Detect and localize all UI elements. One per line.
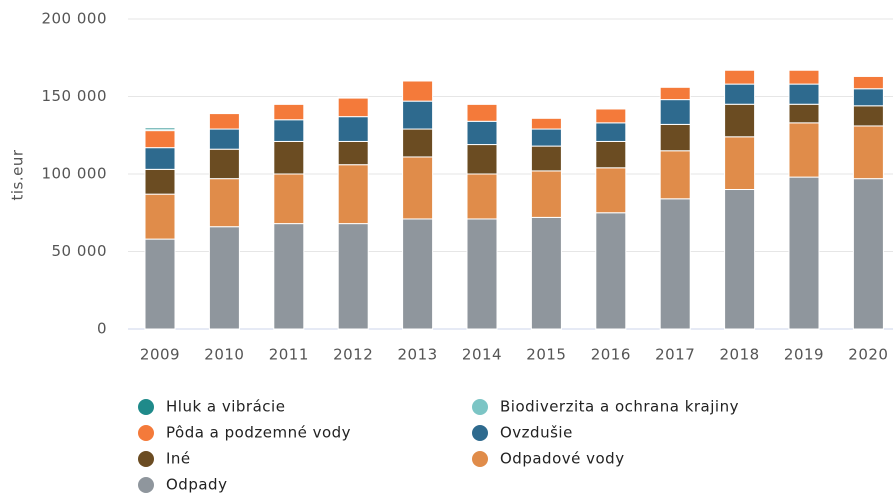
x-tick-label: 2017 bbox=[655, 346, 695, 364]
bar-segment bbox=[273, 119, 305, 142]
bar-segment bbox=[144, 193, 176, 240]
legend-label: Odpady bbox=[166, 476, 227, 494]
legend-marker bbox=[138, 425, 154, 441]
bar-segment bbox=[788, 69, 820, 85]
bar-segment bbox=[530, 117, 562, 130]
bar-segment bbox=[852, 88, 884, 107]
y-tick-label: 0 bbox=[97, 320, 107, 338]
bar-segment bbox=[788, 83, 820, 105]
bar-segment bbox=[337, 223, 369, 330]
bar-segment bbox=[659, 150, 691, 200]
bar-segment bbox=[466, 144, 498, 175]
bar-segment bbox=[595, 212, 627, 330]
bar-segment bbox=[852, 75, 884, 90]
y-tick-label: 100 000 bbox=[41, 165, 107, 183]
bar-segment bbox=[144, 147, 176, 170]
y-tick-label: 200 000 bbox=[41, 10, 107, 28]
bar-segment bbox=[273, 103, 305, 121]
bar-segment bbox=[595, 122, 627, 142]
x-tick-label: 2012 bbox=[333, 346, 373, 364]
bar-segment bbox=[466, 218, 498, 330]
bar-segment bbox=[530, 170, 562, 218]
bar-segment bbox=[595, 167, 627, 214]
bar-segment bbox=[659, 123, 691, 152]
legend-marker bbox=[138, 451, 154, 467]
bar-segment bbox=[595, 140, 627, 169]
x-tick-label: 2018 bbox=[720, 346, 760, 364]
legend-marker bbox=[472, 425, 488, 441]
legend-label: Hluk a vibrácie bbox=[166, 398, 285, 416]
legend-marker bbox=[472, 451, 488, 467]
bar-segment bbox=[144, 130, 176, 149]
bar-segment bbox=[402, 100, 434, 130]
x-tick-label: 2016 bbox=[591, 346, 631, 364]
bar-segment bbox=[724, 83, 756, 105]
bar-segment bbox=[724, 69, 756, 85]
bar-segment bbox=[724, 136, 756, 191]
x-tick-label: 2020 bbox=[848, 346, 888, 364]
x-tick-label: 2013 bbox=[398, 346, 438, 364]
bar-segment bbox=[144, 238, 176, 330]
x-tick-label: 2014 bbox=[462, 346, 502, 364]
bar-segment bbox=[530, 128, 562, 147]
legend-label: Ovzdušie bbox=[500, 424, 573, 442]
bar-segment bbox=[337, 164, 369, 225]
bar-segment bbox=[466, 103, 498, 122]
x-tick-label: 2011 bbox=[269, 346, 309, 364]
bar-segment bbox=[788, 122, 820, 178]
x-tick-label: 2019 bbox=[784, 346, 824, 364]
bar-segment bbox=[788, 176, 820, 330]
bar-segment bbox=[208, 226, 240, 330]
bar-segment bbox=[724, 189, 756, 330]
bar-segment bbox=[208, 113, 240, 130]
legend-label: Biodiverzita a ochrana krajiny bbox=[500, 398, 739, 416]
x-tick-label: 2010 bbox=[204, 346, 244, 364]
bar-segment bbox=[852, 178, 884, 330]
bar-segment bbox=[595, 108, 627, 124]
bar-segment bbox=[208, 178, 240, 228]
bar-segment bbox=[659, 99, 691, 125]
bar-segment bbox=[659, 86, 691, 101]
bar-segment bbox=[402, 80, 434, 102]
bar-segment bbox=[724, 103, 756, 138]
legend-marker bbox=[138, 399, 154, 415]
x-tick-label: 2009 bbox=[140, 346, 180, 364]
bar-segment bbox=[788, 103, 820, 124]
legend-label: Iné bbox=[166, 450, 191, 468]
bar-segment bbox=[530, 145, 562, 172]
legend-label: Odpadové vody bbox=[500, 450, 625, 468]
bar-segment bbox=[402, 218, 434, 330]
legend-marker bbox=[472, 399, 488, 415]
y-tick-label: 150 000 bbox=[41, 87, 107, 105]
bar-segment bbox=[208, 128, 240, 150]
bar-segment bbox=[144, 127, 176, 130]
bar-segment bbox=[466, 120, 498, 146]
y-axis-label: tis.eur bbox=[9, 149, 27, 200]
bar-segment bbox=[852, 125, 884, 180]
bar-segment bbox=[659, 198, 691, 330]
bar-segment bbox=[337, 116, 369, 142]
bar-segment bbox=[337, 140, 369, 166]
x-tick-label: 2015 bbox=[526, 346, 566, 364]
legend-label: Pôda a podzemné vody bbox=[166, 424, 351, 442]
bar-segment bbox=[402, 128, 434, 158]
bar-segment bbox=[337, 97, 369, 118]
bar-segment bbox=[208, 148, 240, 180]
bar-segment bbox=[144, 168, 176, 195]
bar-segment bbox=[402, 156, 434, 220]
bar-segment bbox=[273, 223, 305, 330]
bar-segment bbox=[466, 173, 498, 220]
bar-segment bbox=[273, 173, 305, 225]
y-tick-label: 50 000 bbox=[52, 242, 108, 260]
bar-segment bbox=[273, 140, 305, 175]
bar-segment bbox=[530, 216, 562, 330]
bar-segment bbox=[852, 105, 884, 127]
legend-marker bbox=[138, 477, 154, 493]
